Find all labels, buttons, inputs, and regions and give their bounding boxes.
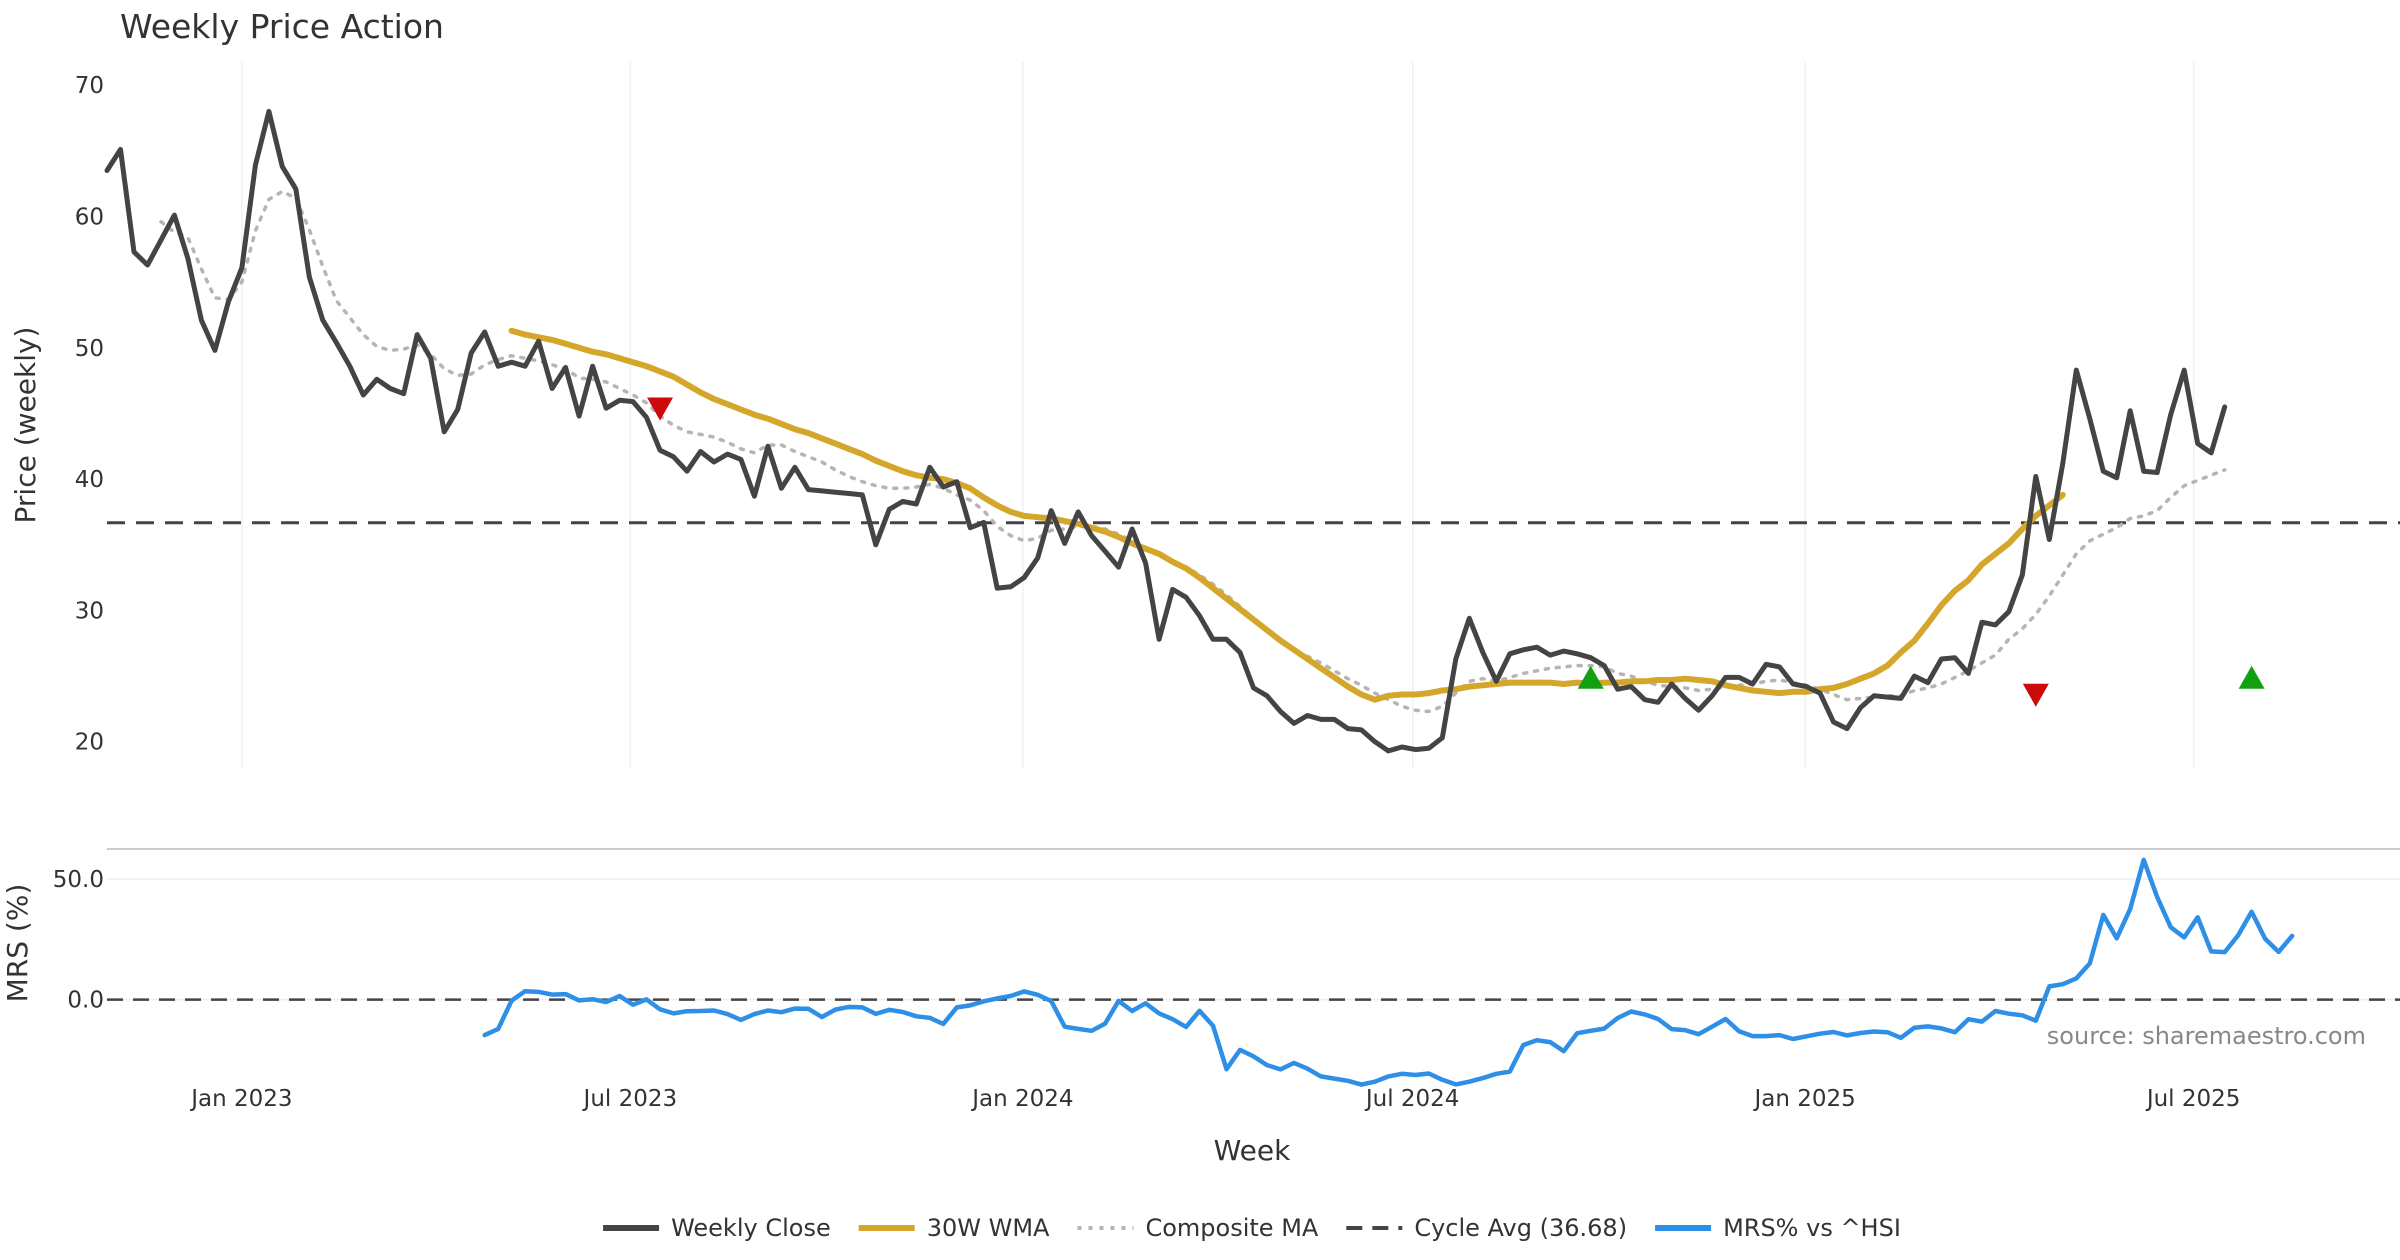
sell-signal-marker <box>2022 683 2049 707</box>
legend-item: MRS% vs ^HSI <box>1655 1214 1901 1242</box>
buy-signal-marker <box>2238 665 2265 689</box>
axis-layer: Jan 2023 Jul 2023 Jan 2024 Jul 2024 Jan 2025… <box>53 73 2241 1112</box>
x-tick-label: Jan 2023 <box>189 1086 292 1112</box>
mrs-line <box>482 857 2295 1087</box>
legend-label: 30W WMA <box>927 1214 1050 1242</box>
chart-title: Weekly Price Action <box>120 7 444 46</box>
buy-signal-marker <box>1577 665 1604 689</box>
legend-item: Composite MA <box>1077 1214 1319 1242</box>
x-tick-label: Jul 2024 <box>1364 1086 1460 1112</box>
price-y-tick-label: 70 <box>75 73 104 99</box>
source-note: source: sharemaestro.com <box>2047 1022 2366 1050</box>
x-tick-label: Jul 2025 <box>2145 1086 2241 1112</box>
x-tick-label: Jan 2024 <box>970 1086 1073 1112</box>
sell-signal-marker <box>647 397 674 421</box>
price-axis-label: Price (weekly) <box>9 327 42 524</box>
series-layer <box>104 108 2295 1087</box>
signal-markers <box>647 397 2265 707</box>
legend: Weekly Close 30W WMA Composite MA Cycle Avg… <box>603 1214 1901 1242</box>
reference-lines <box>107 521 2400 1001</box>
legend-label: Weekly Close <box>671 1214 831 1242</box>
legend-label: Composite MA <box>1145 1214 1318 1242</box>
mrs-y-tick-label: 50.0 <box>53 867 104 893</box>
legend-label: MRS% vs ^HSI <box>1723 1214 1901 1242</box>
price-y-tick-label: 50 <box>75 336 104 362</box>
legend-label: Cycle Avg (36.68) <box>1414 1214 1627 1242</box>
wma-30w-line <box>508 327 2066 703</box>
x-tick-label: Jan 2025 <box>1753 1086 1856 1112</box>
mrs-axis-label: MRS (%) <box>1 884 34 1003</box>
x-axis-label: Week <box>1214 1134 1291 1167</box>
mrs-y-tick-label: 0.0 <box>67 988 104 1014</box>
price-y-tick-label: 60 <box>75 204 104 230</box>
legend-item: Cycle Avg (36.68) <box>1346 1214 1627 1242</box>
price-y-tick-label: 30 <box>75 598 104 624</box>
x-tick-label: Jul 2023 <box>582 1086 678 1112</box>
price-y-tick-label: 40 <box>75 467 104 493</box>
legend-item: 30W WMA <box>858 1214 1050 1242</box>
price-y-tick-label: 20 <box>75 730 104 756</box>
weekly-close-line <box>104 108 2228 754</box>
legend-item: Weekly Close <box>603 1214 831 1242</box>
